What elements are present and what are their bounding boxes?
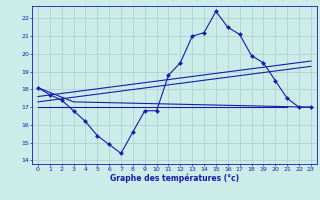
X-axis label: Graphe des températures (°c): Graphe des températures (°c)	[110, 174, 239, 183]
